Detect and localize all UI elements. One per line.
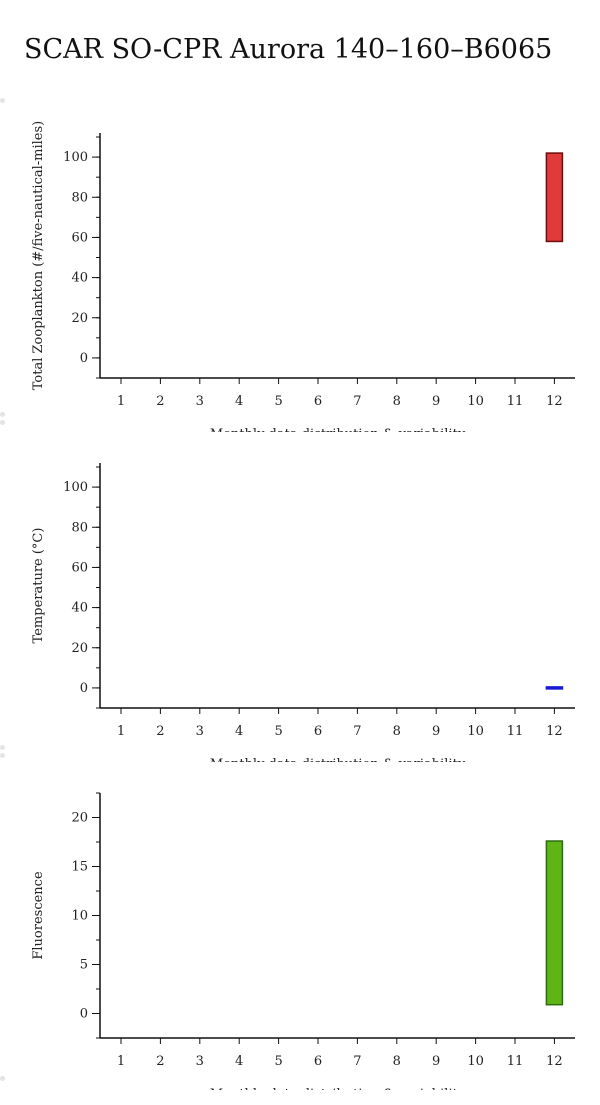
- y-tick-label: 100: [63, 480, 88, 495]
- y-tick-label: 5: [80, 958, 88, 973]
- x-tick-label: 11: [507, 1054, 524, 1069]
- x-tick-label: 3: [196, 394, 204, 409]
- range-bar-month-12: [545, 152, 564, 243]
- x-tick-label: 6: [314, 394, 322, 409]
- x-tick-label: 5: [274, 394, 282, 409]
- x-tick-label: 1: [117, 724, 125, 739]
- x-tick-label: 7: [353, 724, 361, 739]
- y-axis-label: Total Zooplankton (#/five-nautical-miles…: [31, 121, 46, 390]
- range-bar-month-12: [545, 840, 564, 1006]
- y-axis-label: Temperature (°C): [31, 528, 46, 644]
- edge-dots: [0, 412, 6, 428]
- x-tick-label: 4: [235, 724, 243, 739]
- x-tick-label: 1: [117, 1054, 125, 1069]
- x-tick-label: 10: [467, 394, 484, 409]
- range-bar-month-12: [545, 686, 564, 690]
- y-tick-label: 20: [71, 311, 88, 326]
- y-tick-label: 20: [71, 811, 88, 826]
- chart-panel-zooplankton: 0 20 40 60 80 100 1 2 3 4 5 6 7 8 9 10 11 12 Total Zooplan…: [0, 115, 600, 445]
- y-tick-label: 40: [71, 271, 88, 286]
- y-tick-label: 0: [80, 1007, 88, 1022]
- y-tick-label: 15: [71, 860, 88, 875]
- edge-dots: [0, 1076, 6, 1084]
- x-tick-label: 12: [546, 394, 563, 409]
- x-axis-label: Monthly data distribution & variability: [210, 757, 466, 772]
- x-tick-label: 6: [314, 1054, 322, 1069]
- y-tick-label: 0: [80, 351, 88, 366]
- x-tick-label: 4: [235, 394, 243, 409]
- x-tick-label: 8: [393, 1054, 401, 1069]
- x-tick-label: 2: [156, 724, 164, 739]
- x-tick-label: 3: [196, 1054, 204, 1069]
- x-tick-label: 11: [507, 394, 524, 409]
- x-tick-label: 7: [353, 1054, 361, 1069]
- x-tick-label: 8: [393, 394, 401, 409]
- x-tick-label: 5: [274, 724, 282, 739]
- x-tick-label: 9: [432, 394, 440, 409]
- x-tick-label: 7: [353, 394, 361, 409]
- x-tick-label: 2: [156, 394, 164, 409]
- y-tick-label: 100: [63, 150, 88, 165]
- x-tick-label: 9: [432, 1054, 440, 1069]
- page-title: SCAR SO-CPR Aurora 140–160–B6065: [24, 34, 553, 65]
- fluorescence-chart: 05101520123456789101112FluorescenceMonth…: [31, 792, 575, 1092]
- y-tick-label: 80: [71, 520, 88, 535]
- y-tick-label: 80: [71, 190, 88, 205]
- x-tick-label: 5: [274, 1054, 282, 1069]
- chart-panel-fluorescence: 05101520123456789101112FluorescenceMonth…: [0, 775, 600, 1105]
- x-tick-label: 2: [156, 1054, 164, 1069]
- x-tick-label: 1: [117, 394, 125, 409]
- x-tick-label: 11: [507, 724, 524, 739]
- x-tick-label: 10: [467, 1054, 484, 1069]
- y-tick-label: 10: [71, 909, 88, 924]
- y-tick-label: 60: [71, 230, 88, 245]
- y-tick-label: 40: [71, 601, 88, 616]
- y-tick-label: 0: [80, 681, 88, 696]
- x-tick-label: 12: [546, 1054, 563, 1069]
- y-tick-label: 20: [71, 641, 88, 656]
- chart-panel-temperature: 0 20 40 60 80 100 1 2 3 4 5 6 7 8 9 10 11 12 Temperature (…: [0, 445, 600, 775]
- edge-dots: [0, 98, 6, 106]
- x-tick-label: 12: [546, 724, 563, 739]
- x-tick-label: 4: [235, 1054, 243, 1069]
- x-tick-label: 6: [314, 724, 322, 739]
- x-tick-label: 3: [196, 724, 204, 739]
- x-tick-label: 8: [393, 724, 401, 739]
- x-tick-label: 9: [432, 724, 440, 739]
- x-axis-label: Monthly data distribution & variability: [210, 427, 466, 442]
- y-tick-label: 60: [71, 560, 88, 575]
- y-axis-label: Fluorescence: [31, 871, 46, 960]
- x-tick-label: 10: [467, 724, 484, 739]
- edge-dots: [0, 745, 6, 761]
